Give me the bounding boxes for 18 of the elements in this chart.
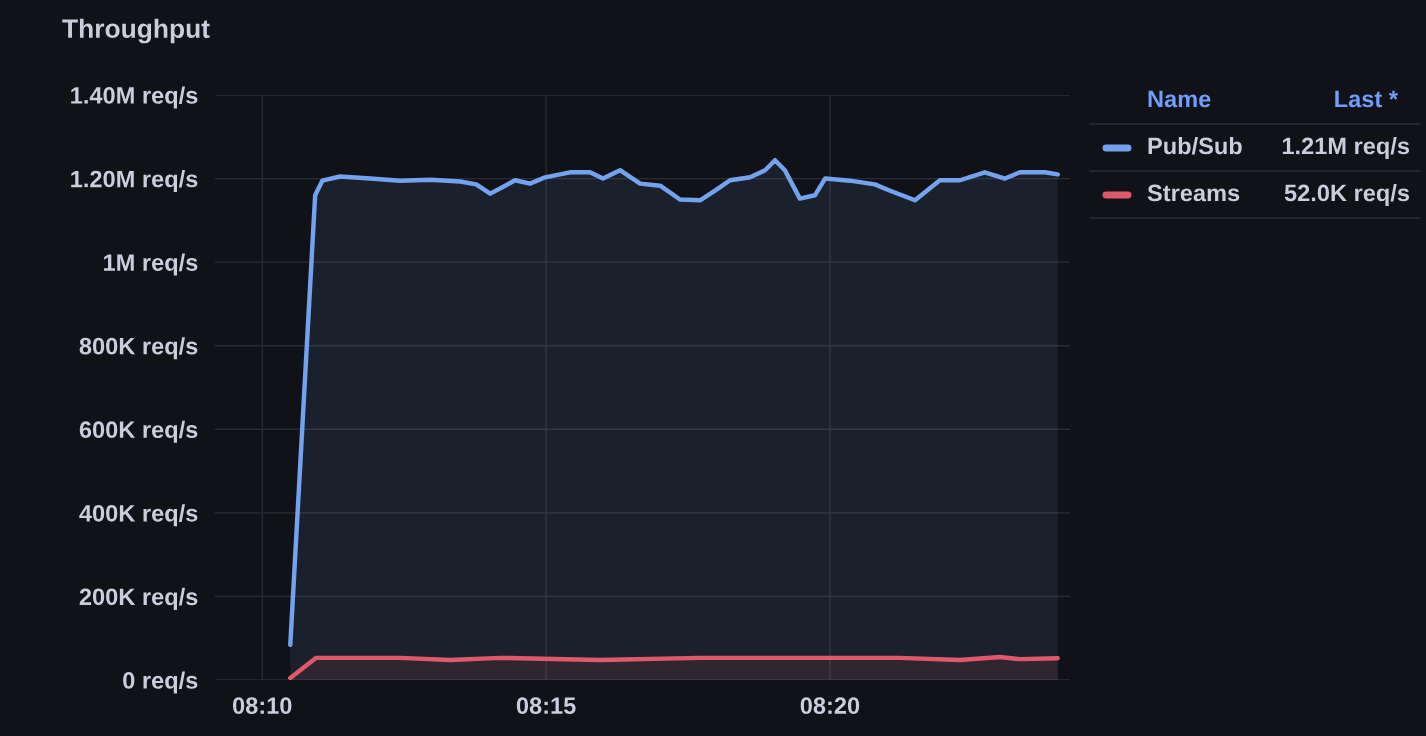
y-tick-label: 600K req/s (79, 420, 198, 443)
text: 52.0K req/s (1284, 184, 1410, 207)
text: Name (1148, 90, 1211, 108)
legend-label: Pub/Sub (1148, 137, 1242, 155)
text: Last * (1335, 90, 1398, 108)
y-tick-label: 400K req/s (79, 504, 198, 527)
y-tick-label: 0 req/s (123, 671, 198, 694)
y-tick-label: 1.40M req/s (71, 86, 198, 109)
x-tick-label: 08:15 (516, 697, 576, 715)
legend-label: Streams (1147, 184, 1240, 202)
x-tick-label: 08:10 (232, 697, 292, 715)
y-tick-label: 800K req/s (79, 337, 198, 360)
text: 1.21M req/s (1282, 137, 1410, 160)
chart-title: Throughput (62, 18, 210, 44)
y-tick-label: 200K req/s (79, 587, 198, 610)
y-tick-label: 1M req/s (104, 253, 198, 276)
x-tick-label: 08:20 (800, 697, 860, 715)
y-tick-label: 1.20M req/s (71, 170, 198, 193)
